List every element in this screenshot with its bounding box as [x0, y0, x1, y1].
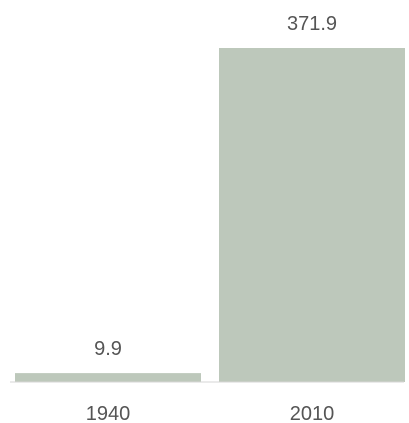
bar-1940	[15, 373, 201, 382]
x-tick-label-2010: 2010	[290, 403, 335, 423]
value-label-1940: 9.9	[94, 338, 122, 360]
bars-group	[15, 48, 405, 382]
value-labels-group: 9.9 371.9	[94, 13, 337, 360]
value-label-2010: 371.9	[287, 13, 337, 35]
x-tick-label-1940: 1940	[86, 403, 131, 423]
x-tick-labels-group: 1940 2010	[86, 403, 335, 423]
bar-2010	[219, 48, 405, 382]
